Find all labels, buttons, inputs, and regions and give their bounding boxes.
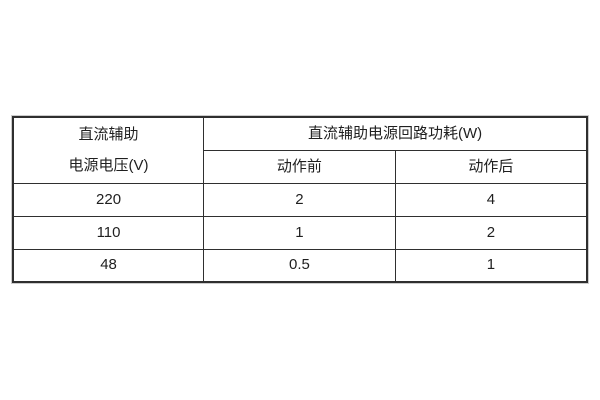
before-value-cell: 0.5 (203, 248, 396, 283)
voltage-header-line1: 直流辅助 (78, 126, 139, 144)
power-consumption-table: 直流辅助 电源电压(V) 直流辅助电源回路功耗(W) 动作前 动作后 220 2… (12, 116, 588, 283)
voltage-cell: 220 (12, 182, 205, 217)
after-value-cell: 1 (394, 248, 588, 283)
voltage-header-line2: 电源电压(V) (68, 157, 149, 175)
voltage-cell: 48 (12, 248, 205, 283)
header-row-2: 动作前 动作后 (13, 149, 588, 184)
before-value-cell: 1 (203, 215, 396, 250)
table-row: 48 0.5 1 (12, 248, 588, 283)
before-value-cell: 2 (203, 182, 396, 217)
voltage-header-cell: 直流辅助 电源电压(V) (12, 116, 205, 184)
table-row: 220 2 4 (12, 182, 588, 217)
after-value-cell: 2 (394, 215, 588, 250)
table-row: 110 1 2 (12, 215, 588, 250)
consumption-header-cell: 直流辅助电源回路功耗(W) (203, 116, 588, 151)
after-operation-header-cell: 动作后 (394, 149, 588, 184)
voltage-cell: 110 (12, 215, 205, 250)
before-operation-header-cell: 动作前 (203, 149, 396, 184)
header-row-1: 直流辅助 电源电压(V) 直流辅助电源回路功耗(W) (12, 116, 588, 184)
after-value-cell: 4 (394, 182, 588, 217)
